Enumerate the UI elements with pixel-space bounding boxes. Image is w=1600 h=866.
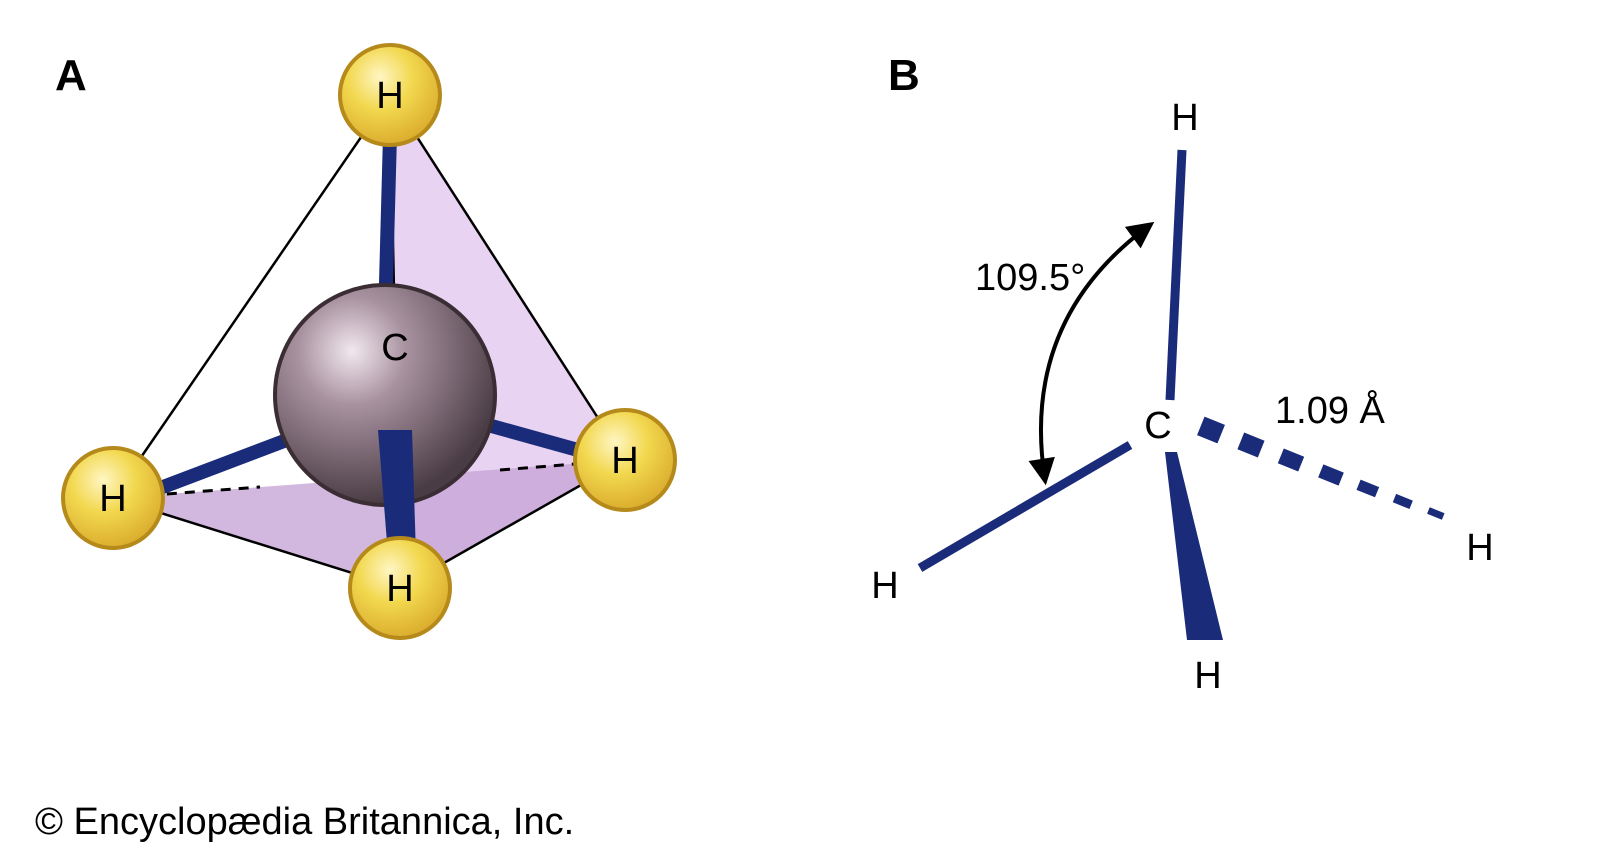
copyright-text: © Encyclopædia Britannica, Inc. [35, 801, 574, 844]
hydrogen-left-label: H [99, 478, 126, 520]
bond-b-left [920, 445, 1130, 568]
panel-a: A C [55, 45, 675, 638]
panel-b-h-right: H [1466, 527, 1493, 569]
panel-b: B C H H H H 109.5° 1.09 Å [871, 51, 1493, 697]
panel-b-label: B [888, 51, 920, 100]
panel-b-center-label: C [1144, 405, 1171, 447]
panel-b-h-left: H [871, 565, 898, 607]
carbon-label: C [381, 327, 408, 369]
panel-b-h-front: H [1194, 655, 1221, 697]
hydrogen-right: H [575, 410, 675, 510]
panel-a-label: A [55, 51, 87, 100]
bond-b-wedge [1165, 452, 1223, 640]
bond-b-dashed-wedge [1197, 417, 1444, 520]
hydrogen-right-label: H [611, 440, 638, 482]
hydrogen-top-label: H [376, 75, 403, 117]
bond-angle-value: 109.5° [975, 257, 1085, 299]
bond-b-top [1170, 150, 1182, 400]
panel-b-h-top: H [1171, 97, 1198, 139]
hydrogen-front-label: H [386, 568, 413, 610]
bond-length-value: 1.09 Å [1275, 388, 1386, 432]
hydrogen-front: H [350, 538, 450, 638]
diagram-canvas: A C [0, 0, 1600, 866]
bond-c-h-left [155, 435, 300, 490]
hydrogen-left: H [63, 448, 163, 548]
hydrogen-top: H [340, 45, 440, 145]
